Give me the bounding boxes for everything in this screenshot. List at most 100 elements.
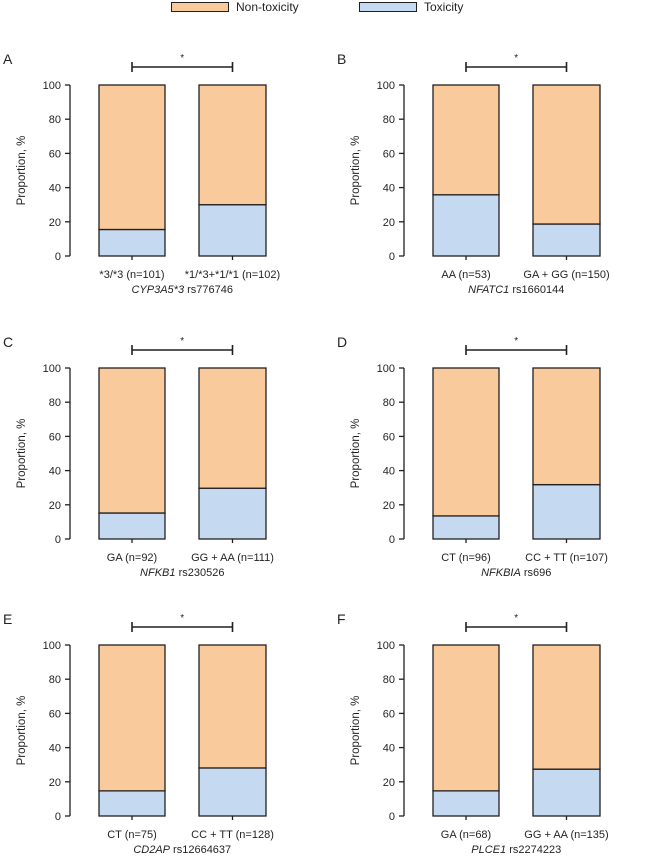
y-axis-label: Proportion, %	[16, 696, 28, 766]
panel-label: D	[337, 334, 347, 350]
x-tick-label: CC + TT (n=107)	[525, 552, 608, 564]
panel-label: A	[3, 51, 13, 67]
x-axis-gene: NFATC1	[468, 284, 509, 296]
legend-item-non-toxicity: Non-toxicity	[171, 0, 299, 15]
x-axis-label: CYP3A5*3 rs776746	[131, 284, 233, 296]
panel-label: B	[337, 51, 346, 67]
y-tick-label: 0	[55, 534, 61, 546]
chart-panel-b: B 0 20 40 60 80 100 Proportion, % AA (n=53) GA + …	[337, 51, 610, 296]
bar-toxicity	[98, 790, 166, 817]
bar-toxicity	[532, 483, 601, 540]
x-axis-snp: rs1660144	[509, 284, 564, 296]
y-tick-label: 20	[49, 777, 61, 789]
x-axis-gene: NFKBIA	[481, 567, 521, 579]
y-tick-label: 40	[49, 743, 61, 755]
y-tick-label: 40	[49, 183, 61, 195]
legend: Non-toxicity Toxicity	[0, 0, 668, 16]
bar-non-toxicity	[532, 367, 601, 486]
y-tick-label: 0	[389, 534, 395, 546]
bar-toxicity	[198, 204, 267, 257]
panel-label: F	[337, 611, 346, 627]
y-tick-label: 20	[49, 217, 61, 229]
x-axis-snp: rs696	[521, 567, 552, 579]
y-axis-label: Proportion, %	[16, 419, 28, 489]
x-axis-snp: rs12664637	[170, 844, 231, 856]
x-axis-gene: PLCE1	[471, 844, 506, 856]
bar-non-toxicity	[98, 644, 166, 792]
y-tick-label: 60	[49, 148, 61, 160]
y-tick-label: 40	[383, 183, 395, 195]
x-tick-label: *3/*3 (n=101)	[99, 269, 164, 281]
y-tick-label: 40	[383, 466, 395, 478]
bar-non-toxicity	[198, 367, 267, 489]
x-tick-label: AA (n=53)	[441, 269, 490, 281]
y-axis-label: Proportion, %	[350, 419, 362, 489]
y-tick-label: 100	[43, 640, 61, 652]
y-tick-label: 60	[383, 431, 395, 443]
x-axis-label: NFKBIA rs696	[481, 567, 551, 579]
y-tick-label: 20	[383, 777, 395, 789]
bar-toxicity	[198, 487, 267, 540]
bar-non-toxicity	[98, 367, 166, 514]
x-tick-label: CT (n=96)	[441, 552, 491, 564]
chart-panel-a: A 0 20 40 60 80 100 Proportion, % *3/*3 (n=101) *…	[3, 51, 280, 296]
x-tick-label: GA + GG (n=150)	[523, 269, 609, 281]
x-axis-snp: rs230526	[176, 567, 225, 579]
bar-toxicity	[532, 768, 601, 817]
y-tick-label: 80	[49, 114, 61, 126]
x-axis-gene: CYP3A5*3	[131, 284, 184, 296]
y-tick-label: 20	[49, 500, 61, 512]
y-tick-label: 80	[383, 674, 395, 686]
y-tick-label: 100	[377, 363, 395, 375]
x-axis-snp: rs2274223	[506, 844, 561, 856]
x-axis-label: NFATC1 rs1660144	[468, 284, 564, 296]
y-tick-label: 40	[383, 743, 395, 755]
significance-marker: *	[514, 613, 518, 624]
y-tick-label: 0	[389, 811, 395, 823]
x-tick-label: *1/*3+*1/*1 (n=102)	[185, 269, 280, 281]
bar-non-toxicity	[198, 84, 267, 206]
panel-label: C	[3, 334, 13, 350]
bar-toxicity	[98, 512, 166, 540]
y-tick-label: 80	[49, 397, 61, 409]
x-tick-label: GG + AA (n=135)	[524, 829, 608, 841]
y-tick-label: 40	[49, 466, 61, 478]
y-tick-label: 60	[49, 431, 61, 443]
significance-marker: *	[180, 53, 184, 64]
y-tick-label: 60	[49, 708, 61, 720]
bar-non-toxicity	[198, 644, 267, 769]
y-tick-label: 100	[377, 80, 395, 92]
legend-item-toxicity: Toxicity	[359, 0, 463, 15]
x-axis-label: CD2AP rs12664637	[133, 844, 231, 856]
y-tick-label: 20	[383, 500, 395, 512]
y-tick-label: 0	[55, 811, 61, 823]
legend-swatch-non-toxicity	[171, 2, 229, 12]
significance-marker: *	[180, 613, 184, 624]
y-tick-label: 0	[389, 251, 395, 263]
bar-non-toxicity	[98, 84, 166, 231]
bar-non-toxicity	[432, 644, 500, 792]
bar-toxicity	[432, 515, 500, 540]
y-tick-label: 80	[383, 397, 395, 409]
bar-toxicity	[432, 194, 500, 257]
x-axis-gene: NFKB1	[140, 567, 175, 579]
x-axis-snp: rs776746	[184, 284, 233, 296]
y-tick-label: 100	[43, 80, 61, 92]
bar-non-toxicity	[532, 644, 601, 770]
chart-panel-f: F 0 20 40 60 80 100 Proportion, % GA (n=68) GG + …	[337, 611, 609, 856]
x-tick-label: CC + TT (n=128)	[191, 829, 274, 841]
y-axis-label: Proportion, %	[350, 136, 362, 206]
y-axis-label: Proportion, %	[16, 136, 28, 206]
x-axis-label: NFKB1 rs230526	[140, 567, 224, 579]
x-tick-label: GA (n=92)	[107, 552, 157, 564]
chart-panel-d: D 0 20 40 60 80 100 Proportion, % CT (n=96) CC + …	[337, 334, 608, 579]
bar-non-toxicity	[432, 367, 500, 517]
bar-toxicity	[198, 767, 267, 817]
significance-marker: *	[514, 336, 518, 347]
bar-toxicity	[532, 223, 601, 257]
y-tick-label: 20	[383, 217, 395, 229]
chart-panel-e: E 0 20 40 60 80 100 Proportion, % CT (n=75) CC + …	[3, 611, 274, 856]
y-axis-label: Proportion, %	[350, 696, 362, 766]
x-axis-gene: CD2AP	[133, 844, 170, 856]
y-tick-label: 80	[383, 114, 395, 126]
